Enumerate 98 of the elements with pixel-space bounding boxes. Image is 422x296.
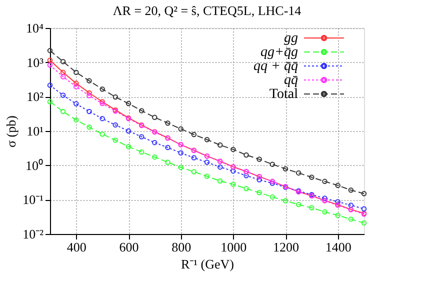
legend-label: Total: [269, 87, 298, 102]
point: [74, 117, 79, 123]
point: [296, 202, 302, 208]
point: [348, 202, 354, 208]
y-tick-label: 10⁻²: [22, 226, 44, 242]
x-tick-label: 1000: [220, 240, 247, 254]
legend-label: qq̄: [284, 73, 298, 88]
point: [100, 86, 105, 92]
point: [191, 169, 197, 174]
point: [152, 154, 158, 160]
point: [100, 116, 105, 122]
point: [138, 108, 144, 114]
point: [244, 173, 249, 178]
point: [126, 128, 132, 134]
point: [204, 160, 210, 165]
point: [230, 182, 236, 187]
point: [165, 160, 170, 165]
point: [335, 182, 340, 188]
point: [191, 155, 197, 160]
point: [204, 137, 210, 142]
point: [178, 126, 184, 132]
point: [74, 84, 79, 90]
point: [86, 108, 92, 114]
y-tick-label: 10³: [26, 54, 44, 70]
point: [217, 164, 223, 170]
point: [138, 149, 144, 155]
y-tick-label: 10⁴: [26, 20, 44, 36]
x-tick-label: 1400: [325, 240, 352, 254]
legend-label: gg: [284, 31, 298, 46]
y-tick-label: 10²: [26, 89, 44, 104]
y-axis-title: σ (pb): [4, 116, 19, 148]
legend-label: qg+q̄g: [260, 45, 298, 60]
x-tick-label: 800: [172, 240, 192, 254]
chart-title: ΛR = 20, Q² = ŝ, CTEQ5L, LHC-14: [112, 3, 302, 18]
point: [256, 156, 262, 162]
point: [47, 48, 53, 54]
point: [191, 132, 197, 138]
point: [86, 90, 92, 96]
y-tick-label: 10¹: [26, 124, 44, 138]
point: [47, 62, 53, 68]
point: [60, 58, 66, 64]
point: [112, 122, 118, 128]
point: [348, 216, 354, 222]
point: [152, 114, 158, 120]
point: [296, 170, 302, 176]
point: [86, 93, 92, 98]
point: [361, 220, 367, 226]
point: [361, 206, 367, 212]
point: [112, 138, 118, 143]
point: [60, 92, 66, 98]
point: [256, 177, 262, 182]
x-axis-title: R⁻¹ (GeV): [180, 256, 234, 272]
point: [178, 164, 184, 170]
point: [244, 186, 249, 192]
x-tick-label: 400: [66, 240, 86, 254]
point: [309, 174, 314, 180]
point: [74, 101, 79, 106]
point: [361, 191, 367, 196]
point: [204, 174, 210, 179]
point: [126, 100, 132, 106]
point: [165, 144, 170, 150]
point: [282, 198, 288, 204]
y-tick-label: 10⁻¹: [22, 192, 44, 208]
point: [322, 196, 328, 201]
x-tick-label: 600: [119, 240, 139, 254]
point: [256, 190, 262, 196]
point: [309, 205, 314, 210]
point: [282, 166, 288, 172]
point: [348, 187, 354, 193]
point: [335, 212, 340, 218]
point: [60, 108, 66, 114]
point: [138, 134, 144, 140]
point: [270, 162, 276, 167]
point: [47, 99, 53, 104]
point: [270, 194, 276, 200]
y-tick-label: 10⁰: [26, 158, 44, 173]
point: [322, 209, 328, 215]
point: [74, 80, 79, 86]
point: [86, 78, 92, 84]
point: [217, 178, 223, 184]
x-tick-label: 1200: [273, 240, 299, 254]
point: [217, 142, 223, 148]
point: [244, 152, 249, 158]
point: [126, 144, 132, 150]
point: [60, 70, 66, 75]
point: [47, 82, 53, 88]
point: [74, 70, 79, 75]
point: [152, 140, 158, 146]
point: [335, 199, 340, 204]
point: [230, 146, 236, 152]
point: [100, 132, 105, 137]
point: [178, 150, 184, 156]
point: [165, 120, 170, 126]
point: [112, 94, 118, 100]
point: [60, 74, 66, 80]
point: [322, 178, 328, 184]
legend-label: qq + q̄q̄: [254, 59, 298, 74]
point: [86, 124, 92, 130]
